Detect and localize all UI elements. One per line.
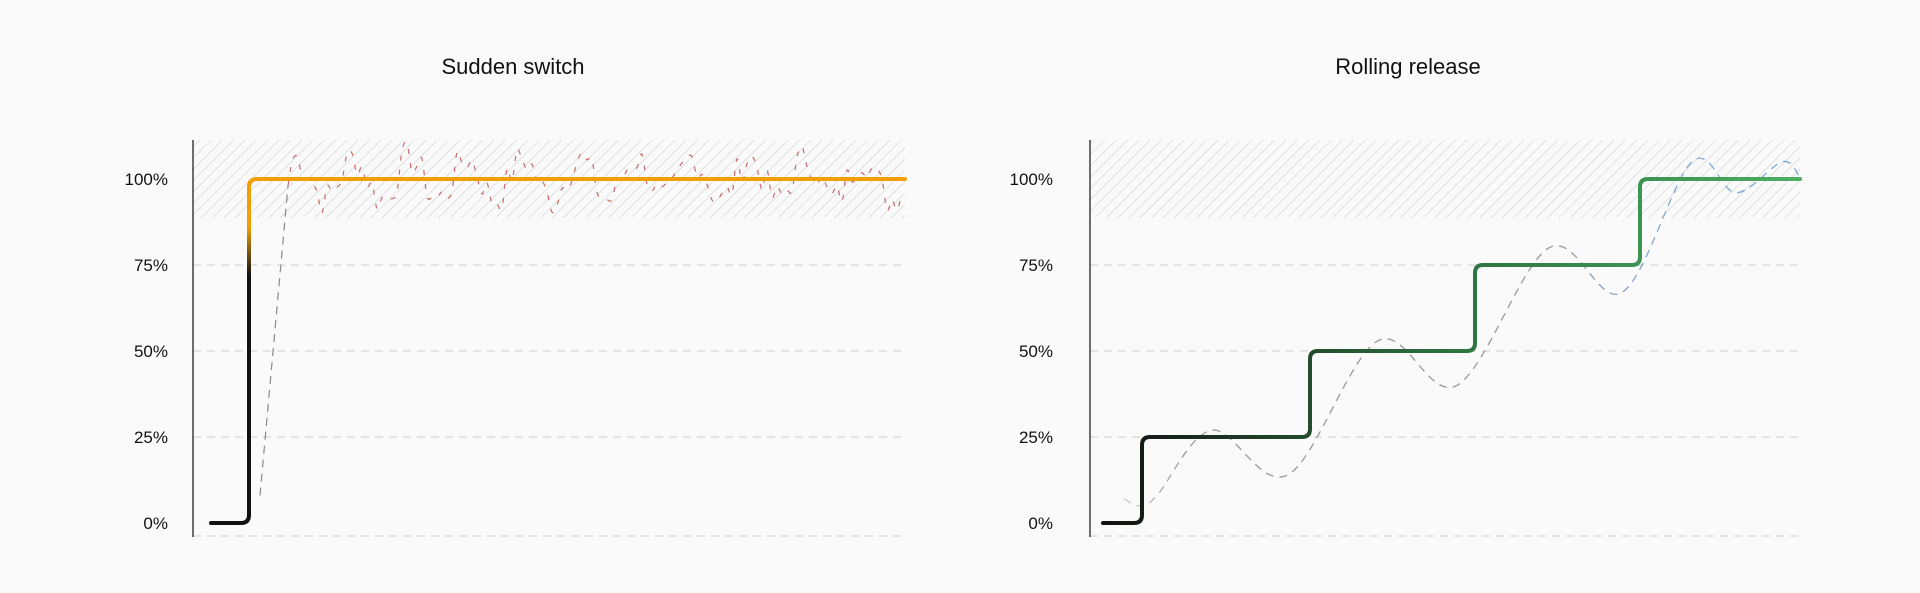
- y-tick-label: 25%: [1019, 428, 1053, 447]
- y-tick-label: 0%: [143, 514, 168, 533]
- chart-title: Sudden switch: [441, 54, 584, 79]
- observed-line: [1123, 157, 1800, 507]
- observed-line-rise: [259, 185, 289, 496]
- y-tick-label: 75%: [1019, 256, 1053, 275]
- y-tick-label: 75%: [134, 256, 168, 275]
- y-tick-label: 50%: [134, 342, 168, 361]
- y-tick-label: 100%: [125, 170, 168, 189]
- chart-rolling-release: Rolling release 0% 25% 50% 75% 100%: [1010, 54, 1802, 537]
- target-step-line: [209, 177, 907, 525]
- observed-line-noise: [287, 141, 903, 214]
- y-tick-label: 0%: [1028, 514, 1053, 533]
- chart-title: Rolling release: [1335, 54, 1481, 79]
- y-tick-label: 50%: [1019, 342, 1053, 361]
- y-tick-label: 100%: [1010, 170, 1053, 189]
- chart-sudden-switch: Sudden switch 0% 25% 50% 75% 100%: [125, 54, 907, 537]
- target-step-line: [1101, 177, 1802, 525]
- y-tick-label: 25%: [134, 428, 168, 447]
